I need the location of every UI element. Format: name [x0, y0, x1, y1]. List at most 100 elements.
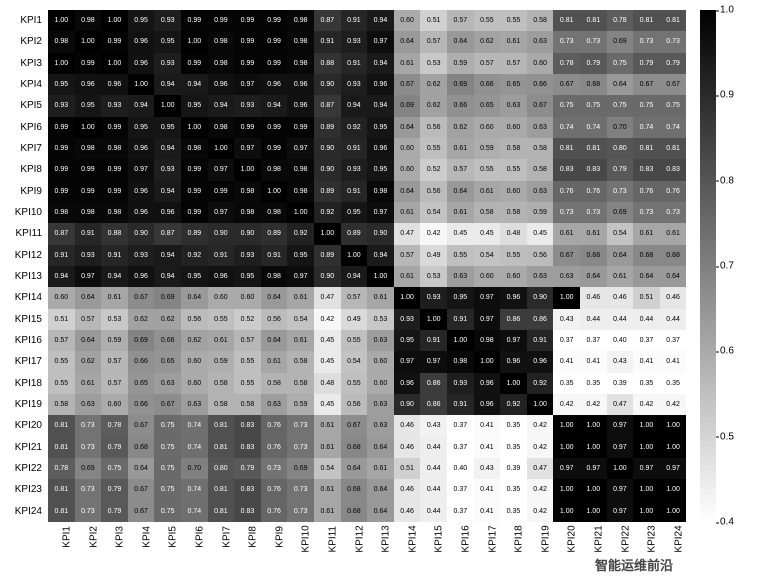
heatmap-cell: 0.58 — [500, 138, 527, 159]
heatmap-cell: 0.93 — [341, 31, 368, 52]
heatmap-cell: 0.80 — [607, 138, 634, 159]
heatmap-cell: 0.99 — [261, 10, 288, 31]
heatmap-cell: 0.42 — [314, 309, 341, 330]
heatmap-cell: 0.62 — [420, 95, 447, 116]
x-axis-label: KPI15 — [434, 526, 445, 553]
heatmap-cell: 0.96 — [75, 74, 102, 95]
heatmap-cell: 1.00 — [660, 437, 687, 458]
colorbar-tick-label: 0.8 — [720, 175, 734, 186]
heatmap-cell: 0.99 — [181, 159, 208, 180]
heatmap-cell: 0.73 — [580, 31, 607, 52]
heatmap-cell: 0.97 — [367, 31, 394, 52]
heatmap-cell: 0.99 — [234, 53, 261, 74]
heatmap-cell: 0.47 — [527, 458, 554, 479]
heatmap-cell: 0.62 — [181, 330, 208, 351]
heatmap-cell: 0.64 — [75, 330, 102, 351]
heatmap-cell: 0.54 — [474, 245, 501, 266]
heatmap-cell: 0.35 — [553, 373, 580, 394]
heatmap-cell: 0.61 — [208, 330, 235, 351]
heatmap-cell: 0.75 — [580, 95, 607, 116]
heatmap-cell: 0.99 — [261, 138, 288, 159]
heatmap-cell: 0.58 — [261, 373, 288, 394]
heatmap-cell: 0.40 — [447, 458, 474, 479]
heatmap-cell: 0.54 — [287, 309, 314, 330]
heatmap-cell: 0.73 — [580, 202, 607, 223]
heatmap-cell: 0.55 — [500, 10, 527, 31]
heatmap-cell: 0.37 — [580, 330, 607, 351]
heatmap-cell: 1.00 — [394, 287, 421, 308]
heatmap-cell: 0.81 — [660, 10, 687, 31]
heatmap-cell: 0.46 — [580, 287, 607, 308]
heatmap-cell: 0.99 — [287, 117, 314, 138]
heatmap-cell: 0.48 — [314, 373, 341, 394]
heatmap-cell: 0.63 — [553, 266, 580, 287]
heatmap-cell: 1.00 — [527, 394, 554, 415]
heatmap-cell: 0.75 — [633, 95, 660, 116]
heatmap-cell: 0.98 — [287, 159, 314, 180]
heatmap-cell: 0.90 — [527, 287, 554, 308]
heatmap-cell: 0.44 — [660, 309, 687, 330]
heatmap-cell: 0.68 — [128, 437, 155, 458]
heatmap-cell: 0.73 — [75, 415, 102, 436]
heatmap-cell: 1.00 — [447, 330, 474, 351]
y-axis-label: KPI15 — [0, 309, 46, 330]
heatmap-cell: 0.64 — [261, 330, 288, 351]
heatmap-cell: 0.35 — [580, 373, 607, 394]
heatmap-cell: 0.99 — [101, 181, 128, 202]
heatmap-cell: 0.98 — [261, 159, 288, 180]
heatmap-cell: 0.81 — [48, 415, 75, 436]
heatmap-cell: 0.67 — [527, 95, 554, 116]
heatmap-cell: 0.90 — [314, 138, 341, 159]
heatmap-cell: 0.93 — [75, 245, 102, 266]
heatmap-cell: 0.95 — [181, 95, 208, 116]
heatmap-cell: 0.67 — [154, 394, 181, 415]
heatmap-cell: 0.44 — [633, 309, 660, 330]
heatmap-cell: 0.99 — [75, 181, 102, 202]
heatmap-cell: 0.57 — [341, 287, 368, 308]
heatmap-cell: 0.63 — [181, 394, 208, 415]
heatmap-cell: 0.42 — [660, 394, 687, 415]
heatmap-cell: 0.75 — [607, 53, 634, 74]
heatmap-cell: 0.57 — [420, 31, 447, 52]
heatmap-cell: 0.93 — [420, 287, 447, 308]
heatmap-cell: 0.74 — [580, 117, 607, 138]
watermark-text: 智能运维前沿 — [595, 555, 673, 574]
heatmap-cell: 0.87 — [48, 223, 75, 244]
y-axis-label: KPI22 — [0, 458, 46, 479]
heatmap-cell: 0.95 — [128, 117, 155, 138]
heatmap-cell: 1.00 — [633, 437, 660, 458]
heatmap-cell: 1.00 — [234, 159, 261, 180]
y-axis-label: KPI2 — [0, 31, 46, 52]
heatmap-cell: 0.98 — [287, 31, 314, 52]
heatmap-cell: 0.59 — [447, 53, 474, 74]
heatmap-cell: 0.97 — [208, 159, 235, 180]
heatmap-cell: 0.62 — [474, 31, 501, 52]
heatmap-cell: 1.00 — [208, 138, 235, 159]
heatmap-cell: 0.93 — [394, 309, 421, 330]
heatmap-cell: 0.94 — [101, 266, 128, 287]
y-axis-label: KPI9 — [0, 181, 46, 202]
y-axis-label: KPI10 — [0, 202, 46, 223]
heatmap-cell: 0.98 — [287, 10, 314, 31]
heatmap-cell: 0.73 — [287, 479, 314, 500]
heatmap-cell: 0.64 — [341, 458, 368, 479]
heatmap-cell: 0.98 — [75, 138, 102, 159]
heatmap-cell: 0.54 — [314, 458, 341, 479]
heatmap-cell: 0.55 — [48, 351, 75, 372]
heatmap-cell: 0.35 — [633, 373, 660, 394]
heatmap-cell: 0.88 — [314, 53, 341, 74]
heatmap-cell: 1.00 — [580, 415, 607, 436]
heatmap-cell: 0.66 — [128, 394, 155, 415]
heatmap-cell: 0.59 — [287, 394, 314, 415]
heatmap-cell: 0.63 — [154, 373, 181, 394]
heatmap-cell: 0.79 — [101, 437, 128, 458]
colorbar — [700, 10, 716, 522]
heatmap-cell: 0.95 — [447, 287, 474, 308]
heatmap-cell: 0.94 — [48, 266, 75, 287]
heatmap-cell: 0.93 — [341, 74, 368, 95]
colorbar-tick-label: 1.0 — [720, 5, 734, 16]
heatmap-cell: 1.00 — [660, 501, 687, 522]
heatmap-cell: 0.81 — [553, 10, 580, 31]
heatmap-cell: 0.97 — [607, 415, 634, 436]
heatmap-cell: 0.90 — [314, 159, 341, 180]
